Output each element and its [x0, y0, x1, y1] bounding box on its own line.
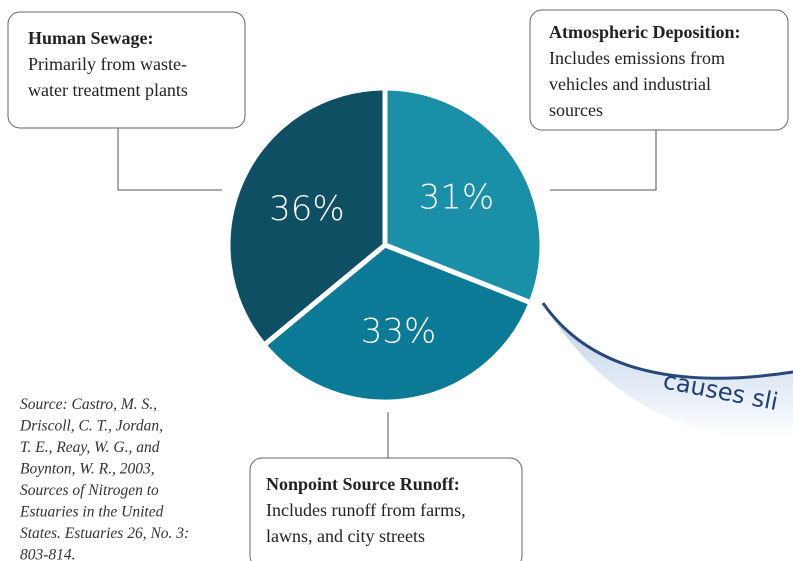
source-text: T. E., Reay, W. G., and	[20, 439, 160, 456]
callout-box	[7, 11, 246, 129]
callout-title: Nonpoint Source Runoff:	[266, 474, 460, 494]
source-text: Driscoll, C. T., Jordan,	[19, 418, 163, 435]
pie-slice	[225, 85, 388, 348]
slice-label: 33%	[361, 311, 437, 351]
callout-text: vehicles and industrial	[549, 74, 711, 94]
source-text: Source: Castro, M. S.,	[20, 396, 157, 413]
callout-box	[249, 457, 523, 561]
banner-edge	[541, 302, 793, 380]
slice-label: 36%	[269, 189, 345, 229]
source-text: Estuaries in the United	[19, 504, 164, 521]
slice-label: 31%	[419, 177, 495, 217]
source-text: Sources of Nitrogen to	[20, 482, 159, 499]
source-text: States. Estuaries 26, No. 3:	[20, 525, 189, 542]
callout-box	[529, 9, 789, 131]
callout-text: sources	[549, 100, 603, 120]
callout-text: Includes runoff from farms,	[266, 500, 466, 520]
pie-slice	[261, 242, 534, 405]
callout-text: Primarily from waste-	[28, 54, 187, 74]
callout-title: Human Sewage:	[28, 28, 154, 48]
pie-slice	[382, 85, 545, 306]
callout-text: water treatment plants	[28, 80, 188, 100]
callout-title: Atmospheric Deposition:	[549, 22, 741, 42]
connector	[550, 130, 657, 191]
source-text: 803-814.	[20, 547, 76, 561]
callout-text: lawns, and city streets	[266, 526, 425, 546]
source-text: Boynton, W. R., 2003,	[20, 461, 155, 478]
callout-text: Includes emissions from	[549, 48, 725, 68]
connector	[117, 128, 222, 191]
banner-swoosh	[543, 303, 793, 441]
